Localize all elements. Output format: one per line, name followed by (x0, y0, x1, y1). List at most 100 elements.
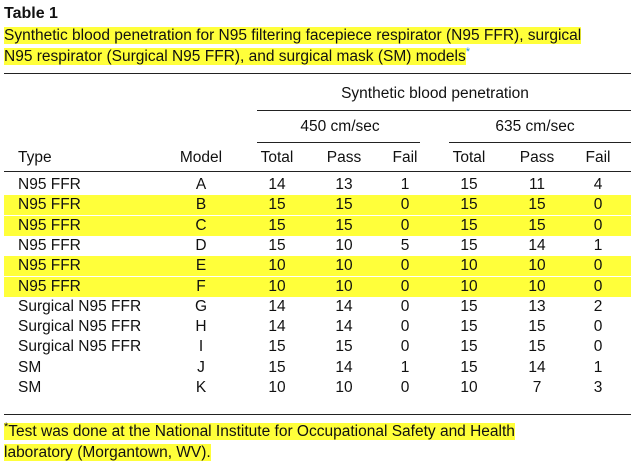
cell-pass-450: 13 (335, 176, 353, 193)
cell-pass-635: 15 (528, 318, 546, 335)
cell-fail-635: 0 (593, 338, 603, 355)
cell-fail-450: 1 (400, 359, 410, 376)
cell-pass-635: 10 (528, 257, 546, 274)
cell-fail-635: 1 (593, 359, 603, 376)
cell-total-450: 15 (268, 338, 286, 355)
cell-total-635: 15 (460, 196, 478, 213)
table-row (4, 195, 631, 215)
footnote-line-1: Test was done at the National Institute … (8, 423, 515, 440)
cell-total-450: 10 (268, 379, 286, 396)
cell-fail-635: 0 (593, 217, 603, 234)
cell-total-635: 15 (460, 338, 478, 355)
cell-pass-635: 14 (528, 359, 546, 376)
cell-type: N95 FFR (18, 278, 81, 295)
cell-type: SM (18, 359, 42, 376)
header-pass-2: Pass (519, 149, 555, 166)
cell-pass-450: 14 (335, 359, 353, 376)
cell-pass-635: 7 (532, 379, 542, 396)
cell-model: C (195, 217, 207, 234)
cell-fail-635: 1 (593, 237, 603, 254)
cell-model: B (195, 196, 207, 213)
table-caption: Synthetic blood penetration for N95 filt… (4, 25, 631, 67)
cell-total-450: 15 (268, 196, 286, 213)
cell-pass-635: 14 (528, 237, 546, 254)
header-group-label: Synthetic blood penetration (341, 85, 529, 102)
cell-fail-635: 0 (593, 318, 603, 335)
table-top-rule (4, 73, 631, 74)
footnote-line-2: laboratory (Morgantown, WV). (4, 444, 211, 461)
cell-fail-450: 0 (400, 278, 410, 295)
cell-pass-635: 15 (528, 217, 546, 234)
cell-type: SM (18, 379, 42, 396)
cell-total-450: 14 (268, 176, 286, 193)
cell-type: N95 FFR (18, 237, 81, 254)
cell-total-450: 10 (268, 257, 286, 274)
caption-line-1: Synthetic blood penetration for N95 filt… (4, 27, 582, 44)
cell-fail-450: 0 (400, 298, 410, 315)
cell-fail-635: 2 (593, 298, 603, 315)
cell-fail-635: 0 (593, 196, 603, 213)
header-speed-2-rule (449, 142, 631, 143)
cell-model: A (195, 176, 207, 193)
table-row (4, 256, 631, 276)
cell-total-450: 10 (268, 278, 286, 295)
header-speed-1: 450 cm/sec (300, 118, 380, 135)
cell-model: J (197, 359, 205, 376)
cell-fail-450: 5 (400, 237, 410, 254)
cell-total-635: 15 (460, 298, 478, 315)
header-speed-2: 635 cm/sec (495, 118, 575, 135)
cell-total-450: 14 (268, 298, 286, 315)
cell-pass-450: 10 (335, 257, 353, 274)
cell-pass-635: 13 (528, 298, 546, 315)
header-fail-1: Fail (392, 149, 418, 166)
header-pass-1: Pass (326, 149, 362, 166)
cell-total-450: 15 (268, 359, 286, 376)
cell-total-450: 14 (268, 318, 286, 335)
footnote-marker: * (4, 420, 9, 433)
table-bottom-rule (4, 414, 631, 415)
cell-type: Surgical N95 FFR (18, 298, 142, 315)
cell-total-635: 10 (460, 379, 478, 396)
cell-pass-635: 11 (528, 176, 546, 193)
cell-fail-450: 0 (400, 338, 410, 355)
header-fail-2: Fail (585, 149, 611, 166)
cell-total-635: 15 (460, 176, 478, 193)
cell-type: N95 FFR (18, 176, 81, 193)
cell-fail-635: 0 (593, 278, 603, 295)
cell-pass-450: 10 (335, 237, 353, 254)
cell-fail-450: 0 (400, 196, 410, 213)
cell-fail-450: 0 (400, 257, 410, 274)
cell-pass-635: 10 (528, 278, 546, 295)
cell-type: Surgical N95 FFR (18, 318, 142, 335)
header-total-1: Total (260, 149, 294, 166)
cell-total-635: 15 (460, 318, 478, 335)
cell-model: K (195, 379, 207, 396)
cell-total-635: 15 (460, 359, 478, 376)
caption-footnote-marker: * (465, 45, 470, 58)
cell-fail-635: 3 (593, 379, 603, 396)
cell-model: G (194, 298, 208, 315)
cell-total-635: 15 (460, 217, 478, 234)
cell-total-635: 10 (460, 278, 478, 295)
cell-model: I (198, 338, 204, 355)
header-speed-1-rule (257, 142, 420, 143)
cell-fail-450: 0 (400, 379, 410, 396)
header-group-rule (257, 110, 631, 111)
table-row (4, 277, 631, 297)
cell-model: H (195, 318, 207, 335)
caption-line-2: N95 respirator (Surgical N95 FFR), and s… (4, 48, 466, 65)
cell-pass-450: 14 (335, 318, 353, 335)
cell-fail-450: 0 (400, 217, 410, 234)
cell-total-450: 15 (268, 237, 286, 254)
header-type: Type (18, 149, 52, 166)
cell-fail-635: 4 (593, 176, 603, 193)
cell-pass-450: 14 (335, 298, 353, 315)
cell-type: N95 FFR (18, 217, 81, 234)
cell-pass-450: 10 (335, 278, 353, 295)
table-row (4, 216, 631, 236)
cell-model: D (195, 237, 207, 254)
table-label: Table 1 (4, 5, 58, 22)
cell-fail-450: 1 (400, 176, 410, 193)
cell-pass-450: 15 (335, 217, 353, 234)
footnote: *Test was done at the National Institute… (4, 421, 631, 463)
